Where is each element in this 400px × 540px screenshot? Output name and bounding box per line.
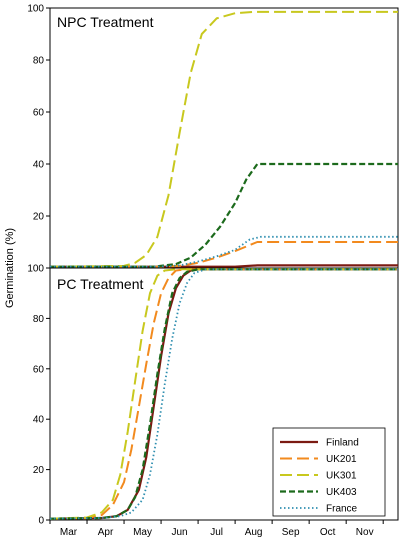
x-tick-label-aug: Aug bbox=[245, 527, 263, 538]
npc-series-group bbox=[49, 10, 398, 268]
pc-series-group bbox=[49, 268, 398, 520]
x-tick-label-jul: Jul bbox=[210, 527, 223, 538]
npc-panel: NPC Treatment 20 40 60 80 100 bbox=[27, 4, 399, 269]
npc-y-tick-label-60: 60 bbox=[33, 108, 45, 119]
npc-y-axis: 20 40 60 80 100 bbox=[27, 4, 50, 223]
x-tick-label-sep: Sep bbox=[282, 527, 300, 538]
pc-series-uk403 bbox=[49, 268, 398, 520]
npc-series-france bbox=[50, 235, 398, 268]
legend-label-uk403: UK403 bbox=[326, 487, 357, 498]
pc-panel: PC Treatment 0 20 40 60 80 100 bbox=[27, 264, 399, 527]
pc-series-uk301 bbox=[49, 268, 398, 520]
pc-panel-title: PC Treatment bbox=[57, 276, 143, 292]
legend: Finland UK201 UK301 UK403 France bbox=[272, 427, 386, 517]
npc-y-tick-label-40: 40 bbox=[33, 160, 45, 171]
pc-y-tick-label-20: 20 bbox=[33, 465, 45, 476]
pc-y-tick-label-100: 100 bbox=[27, 264, 44, 275]
legend-label-uk301: UK301 bbox=[326, 471, 357, 482]
pc-y-tick-label-80: 80 bbox=[33, 314, 45, 325]
legend-label-france: France bbox=[326, 504, 358, 515]
y-axis-title: Germination (%) bbox=[4, 228, 16, 308]
x-tick-label-oct: Oct bbox=[320, 527, 336, 538]
legend-label-finland: Finland bbox=[326, 438, 359, 449]
npc-y-tick-label-20: 20 bbox=[33, 212, 45, 223]
npc-panel-title: NPC Treatment bbox=[57, 14, 154, 30]
pc-series-uk201 bbox=[49, 268, 398, 520]
pc-series-france bbox=[49, 268, 398, 520]
npc-y-tick-label-80: 80 bbox=[33, 56, 45, 67]
x-tick-label-apr: Apr bbox=[98, 527, 114, 538]
npc-series-uk301 bbox=[49, 10, 398, 268]
pc-y-axis: 0 20 40 60 80 100 bbox=[27, 264, 50, 527]
x-tick-label-nov: Nov bbox=[356, 527, 374, 538]
x-axis: Mar Apr May Jun Jul Aug Sep Oct Nov bbox=[49, 520, 384, 538]
x-tick-label-mar: Mar bbox=[60, 527, 78, 538]
npc-y-tick-label-100: 100 bbox=[27, 4, 44, 15]
x-tick-label-jun: Jun bbox=[172, 527, 188, 538]
pc-y-tick-label-40: 40 bbox=[33, 415, 45, 426]
pc-plot-frame bbox=[49, 267, 399, 521]
pc-y-tick-label-0: 0 bbox=[38, 516, 44, 527]
npc-series-uk403 bbox=[50, 162, 398, 268]
pc-y-tick-label-60: 60 bbox=[33, 364, 45, 375]
legend-label-uk201: UK201 bbox=[326, 454, 357, 465]
x-tick-label-may: May bbox=[133, 527, 152, 538]
